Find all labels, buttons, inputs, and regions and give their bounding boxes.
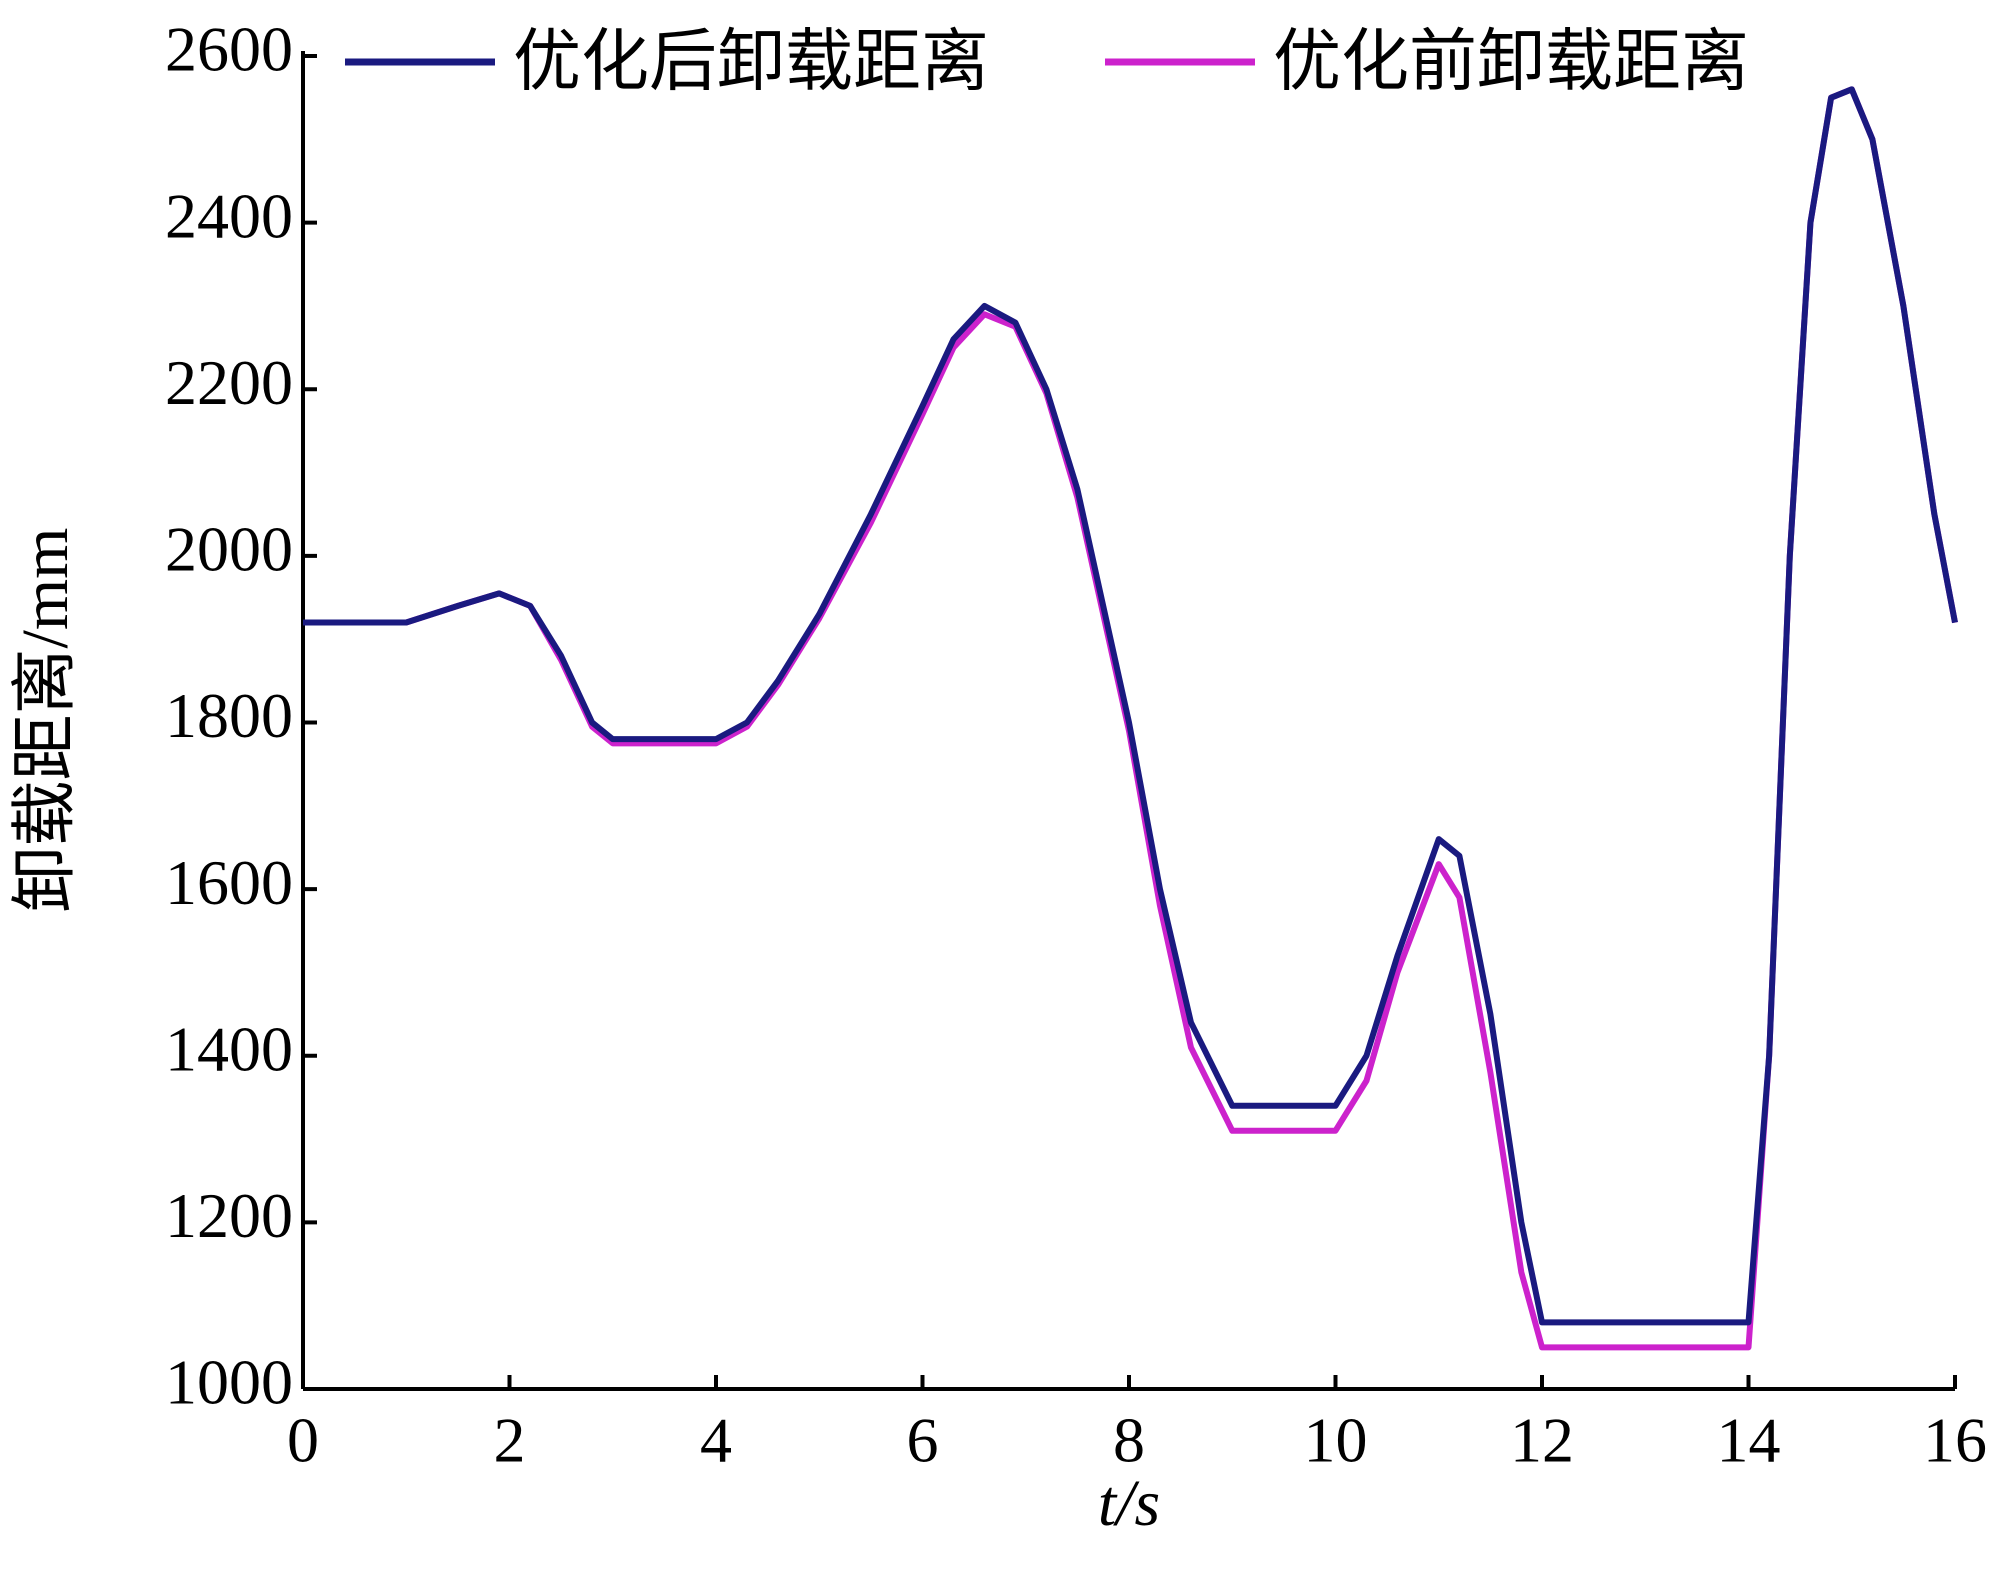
y-tick-label: 1400 [165, 1013, 293, 1084]
x-axis-title: t/s [1098, 1467, 1160, 1540]
x-tick-label: 6 [907, 1405, 939, 1476]
x-tick-label: 14 [1717, 1405, 1781, 1476]
x-tick-label: 16 [1923, 1405, 1987, 1476]
x-tick-label: 10 [1304, 1405, 1368, 1476]
x-tick-label: 8 [1113, 1405, 1145, 1476]
y-tick-label: 2000 [165, 514, 293, 585]
y-tick-label: 2400 [165, 180, 293, 251]
x-tick-label: 4 [700, 1405, 732, 1476]
legend-label: 优化前卸载距离 [1273, 23, 1749, 102]
y-tick-label: 1000 [165, 1347, 293, 1418]
series-line [303, 86, 1958, 1326]
y-tick-label: 1200 [165, 1180, 293, 1251]
legend-label: 优化后卸载距离 [513, 23, 989, 102]
y-tick-label: 1800 [165, 680, 293, 751]
x-tick-label: 0 [287, 1405, 319, 1476]
y-axis-title: 卸载距离/mm [9, 527, 82, 912]
x-tick-label: 12 [1510, 1405, 1574, 1476]
y-tick-label: 1600 [165, 847, 293, 918]
x-tick-label: 2 [494, 1405, 526, 1476]
y-tick-label: 2200 [165, 347, 293, 418]
y-tick-label: 2600 [165, 14, 293, 85]
